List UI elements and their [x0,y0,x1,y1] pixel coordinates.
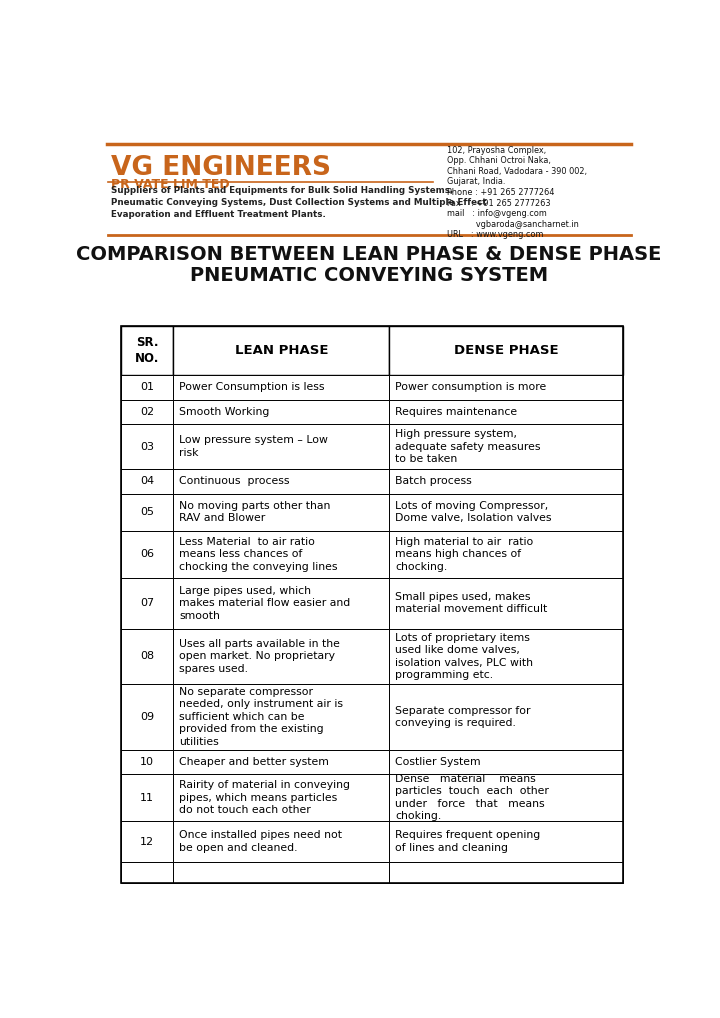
Text: 08: 08 [140,652,154,662]
Text: Small pipes used, makes
material movement difficult: Small pipes used, makes material movemen… [395,592,547,615]
Bar [174,494,390,530]
Bar [174,862,390,883]
Bar [390,400,623,425]
Text: Lots of moving Compressor,
Dome valve, Isolation valves: Lots of moving Compressor, Dome valve, I… [395,501,552,523]
Text: 11: 11 [140,793,154,802]
Bar [174,577,390,629]
Bar [390,749,623,774]
Bar [390,822,623,862]
Text: COMPARISON BETWEEN LEAN PHASE & DENSE PHASE: COMPARISON BETWEEN LEAN PHASE & DENSE PH… [76,245,662,265]
Text: Lots of proprietary items
used like dome valves,
isolation valves, PLC with
prog: Lots of proprietary items used like dome… [395,633,533,680]
Text: High material to air  ratio
means high chances of
chocking.: High material to air ratio means high ch… [395,536,534,571]
Bar [121,469,174,494]
Text: Low pressure system – Low
risk: Low pressure system – Low risk [179,436,328,458]
Text: High pressure system,
adequate safety measures
to be taken: High pressure system, adequate safety me… [395,430,541,464]
Bar [121,822,174,862]
Text: Large pipes used, which
makes material flow easier and
smooth: Large pipes used, which makes material f… [179,585,350,621]
Text: 03: 03 [140,442,154,452]
Text: Continuous  process: Continuous process [179,476,289,487]
Bar [121,862,174,883]
Text: 102, Prayosha Complex,: 102, Prayosha Complex, [447,146,546,155]
Text: SR.
NO.: SR. NO. [135,336,159,365]
Text: Costlier System: Costlier System [395,756,480,767]
Text: Smooth Working: Smooth Working [179,407,269,417]
Text: 05: 05 [140,507,154,517]
Bar [390,684,623,749]
Text: 07: 07 [140,599,154,608]
Bar [121,749,174,774]
Text: Separate compressor for
conveying is required.: Separate compressor for conveying is req… [395,705,531,728]
Bar [121,530,174,577]
Text: No separate compressor
needed, only instrument air is
sufficient which can be
pr: No separate compressor needed, only inst… [179,687,343,746]
Text: Phone : +91 265 2777264: Phone : +91 265 2777264 [447,188,554,197]
Bar [174,629,390,684]
Text: Once installed pipes need not
be open and cleaned.: Once installed pipes need not be open an… [179,831,342,853]
Text: PNEUMATIC CONVEYING SYSTEM: PNEUMATIC CONVEYING SYSTEM [190,267,548,285]
Text: Power consumption is more: Power consumption is more [395,383,546,392]
Bar [121,494,174,530]
Bar [390,577,623,629]
Bar [174,749,390,774]
Text: 12: 12 [140,837,154,847]
Bar [121,425,174,469]
Text: Rairity of material in conveying
pipes, which means particles
do not touch each : Rairity of material in conveying pipes, … [179,780,350,815]
Bar [121,684,174,749]
Bar [390,530,623,577]
Text: 01: 01 [140,383,154,392]
Text: Batch process: Batch process [395,476,472,487]
Bar [121,326,174,375]
Text: Cheaper and better system: Cheaper and better system [179,756,329,767]
Text: Suppliers of Plants and Equipments for Bulk Solid Handling Systems,
Pneumatic Co: Suppliers of Plants and Equipments for B… [111,186,487,219]
Bar [174,326,390,375]
Bar [390,375,623,400]
Text: Opp. Chhani Octroi Naka,: Opp. Chhani Octroi Naka, [447,156,551,165]
Bar [174,684,390,749]
Bar [174,375,390,400]
Bar [390,469,623,494]
Bar [390,774,623,822]
Text: VG ENGINEERS: VG ENGINEERS [111,155,331,181]
Text: 04: 04 [140,476,154,487]
Bar [174,530,390,577]
Text: 09: 09 [140,712,154,722]
Bar [121,375,174,400]
Text: 10: 10 [140,756,154,767]
Text: PR VATE LIM TED: PR VATE LIM TED [111,178,230,190]
Text: No moving parts other than
RAV and Blower: No moving parts other than RAV and Blowe… [179,501,330,523]
Text: Power Consumption is less: Power Consumption is less [179,383,325,392]
Text: LEAN PHASE: LEAN PHASE [235,344,328,357]
Text: 02: 02 [140,407,154,417]
Bar [174,822,390,862]
Bar [390,494,623,530]
Text: Less Material  to air ratio
means less chances of
chocking the conveying lines: Less Material to air ratio means less ch… [179,536,338,571]
Bar [390,425,623,469]
Bar [390,862,623,883]
Text: Dense   material    means
particles  touch  each  other
under   force   that   m: Dense material means particles touch eac… [395,774,549,822]
Text: 06: 06 [140,549,154,559]
Bar [121,577,174,629]
Text: DENSE PHASE: DENSE PHASE [454,344,559,357]
Bar [390,629,623,684]
Text: URL   : www.vgeng.com: URL : www.vgeng.com [447,230,544,239]
Text: Chhani Road, Vadodara - 390 002,: Chhani Road, Vadodara - 390 002, [447,167,588,176]
Bar [174,400,390,425]
Bar [174,425,390,469]
Text: Gujarat, India.: Gujarat, India. [447,177,505,186]
Bar [121,326,623,883]
Text: Uses all parts available in the
open market. No proprietary
spares used.: Uses all parts available in the open mar… [179,639,340,674]
Bar [390,326,623,375]
Text: Requires frequent opening
of lines and cleaning: Requires frequent opening of lines and c… [395,831,540,853]
Bar [174,469,390,494]
Bar [174,774,390,822]
Bar [121,774,174,822]
Text: Fax    : +91 265 2777263: Fax : +91 265 2777263 [447,199,551,208]
Bar [121,629,174,684]
Text: vgbaroda@sancharnet.in: vgbaroda@sancharnet.in [447,220,579,229]
Text: mail   : info@vgeng.com: mail : info@vgeng.com [447,209,547,218]
Bar [121,400,174,425]
Text: Requires maintenance: Requires maintenance [395,407,517,417]
